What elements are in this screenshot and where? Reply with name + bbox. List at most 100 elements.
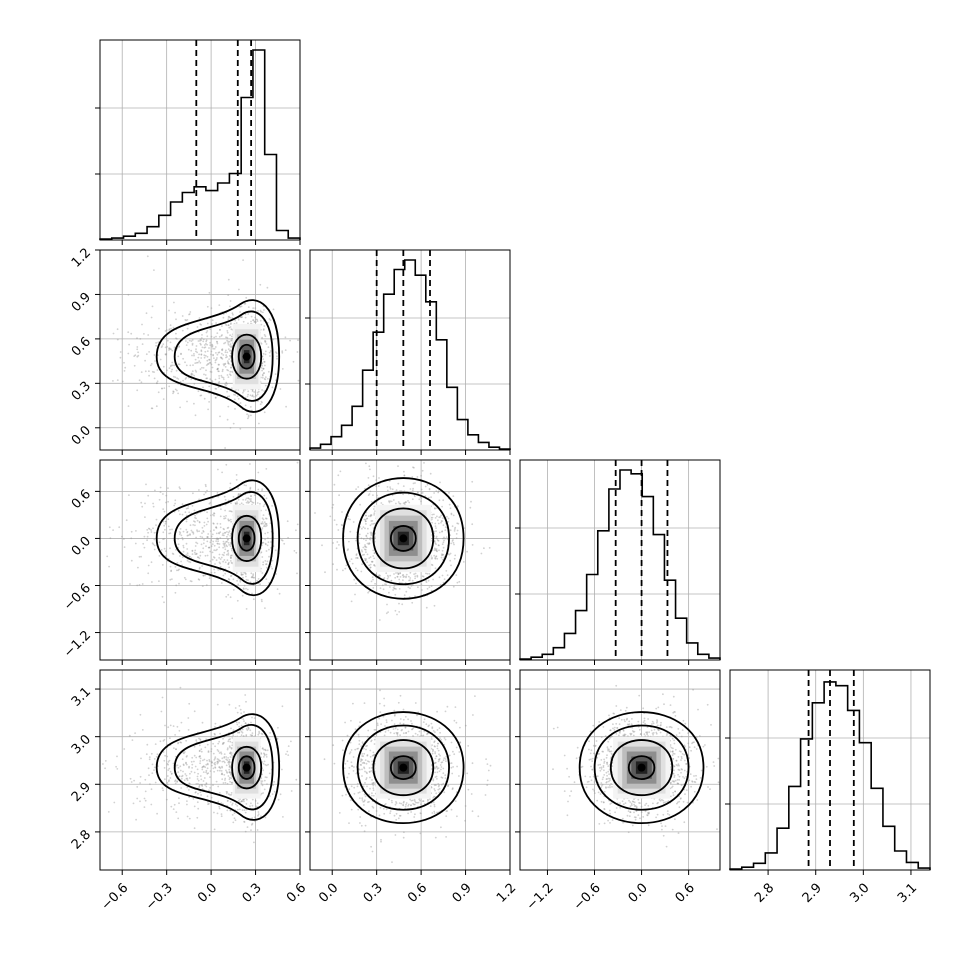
scatter-point <box>263 521 266 524</box>
scatter-point <box>223 753 226 755</box>
scatter-point <box>227 757 230 759</box>
scatter-point <box>194 545 197 547</box>
scatter-point <box>205 331 208 334</box>
scatter-point <box>182 550 185 553</box>
scatter-point <box>253 841 255 844</box>
scatter-point <box>266 566 268 569</box>
scatter-point <box>376 494 378 497</box>
scatter-point <box>171 364 174 367</box>
scatter-point <box>269 355 271 357</box>
scatter-point <box>332 563 334 566</box>
scatter-point <box>197 779 200 782</box>
scatter-point <box>255 318 258 321</box>
scatter-point <box>250 500 253 503</box>
scatter-point <box>188 702 191 705</box>
scatter-point <box>130 530 133 533</box>
scatter-point <box>420 492 423 494</box>
scatter-point <box>226 390 229 393</box>
scatter-point <box>156 812 159 815</box>
scatter-point <box>166 775 169 777</box>
scatter-point <box>236 711 239 714</box>
scatter-point <box>199 342 202 345</box>
scatter-point <box>196 768 199 771</box>
scatter-point <box>226 330 229 332</box>
scatter-point <box>199 338 202 341</box>
scatter-point <box>127 352 130 355</box>
scatter-point <box>240 574 243 576</box>
scatter-point <box>396 728 399 731</box>
scatter-point <box>275 379 277 382</box>
scatter-point <box>224 532 226 534</box>
scatter-point <box>214 387 217 390</box>
scatter-point <box>197 807 200 810</box>
scatter-point <box>432 578 434 581</box>
scatter-point <box>155 524 157 526</box>
scatter-point <box>220 582 223 584</box>
scatter-point <box>398 611 401 613</box>
scatter-point <box>371 523 373 525</box>
scatter-point <box>245 497 248 500</box>
scatter-point <box>268 555 270 558</box>
scatter-point <box>262 367 265 370</box>
scatter-point <box>177 538 180 540</box>
scatter-point <box>241 800 243 803</box>
scatter-point <box>200 337 203 339</box>
scatter-point <box>226 336 229 339</box>
scatter-point <box>210 307 213 309</box>
scatter-point <box>153 269 155 271</box>
scatter-point <box>179 528 182 530</box>
scatter-point <box>222 546 225 549</box>
scatter-point <box>209 501 212 504</box>
scatter-point <box>128 734 131 737</box>
scatter-point <box>471 544 474 546</box>
scatter-point <box>370 580 373 583</box>
scatter-point <box>222 554 225 557</box>
contour-line <box>155 299 281 413</box>
scatter-point <box>148 370 150 373</box>
scatter-point <box>193 353 195 355</box>
scatter-point <box>256 318 259 321</box>
scatter-point <box>229 801 232 803</box>
scatter-point <box>189 580 192 582</box>
scatter-point <box>130 537 133 540</box>
scatter-point <box>227 343 230 346</box>
scatter-point <box>210 750 213 753</box>
scatter-point <box>201 551 204 553</box>
scatter-point <box>205 377 208 380</box>
scatter-point <box>156 753 159 756</box>
scatter-point <box>190 340 193 342</box>
scatter-point <box>276 357 278 360</box>
contour-line <box>231 333 263 380</box>
scatter-point <box>229 545 232 547</box>
scatter-point <box>264 341 267 343</box>
scatter-point <box>228 340 231 343</box>
scatter-point <box>434 507 436 509</box>
scatter-point <box>166 339 169 342</box>
scatter-point <box>178 531 181 533</box>
scatter-point <box>169 724 172 727</box>
scatter-point <box>222 532 225 535</box>
scatter-point <box>190 374 193 376</box>
scatter-point <box>209 344 212 347</box>
scatter-point <box>237 498 240 501</box>
scatter-point <box>211 344 214 347</box>
scatter-point <box>216 357 218 359</box>
scatter-point <box>151 542 154 545</box>
scatter-point <box>216 332 219 334</box>
scatter-point <box>237 583 240 586</box>
scatter-point <box>418 498 421 501</box>
scatter-point <box>200 343 202 346</box>
scatter-point <box>164 522 167 525</box>
scatter-point <box>409 488 412 490</box>
scatter-point <box>204 746 207 749</box>
scatter-point <box>436 515 438 518</box>
scatter-point <box>214 745 217 748</box>
scatter-point <box>231 370 234 373</box>
scatter-point <box>237 493 240 495</box>
scatter-point <box>243 711 245 713</box>
scatter-point <box>163 759 166 762</box>
scatter-point <box>372 587 375 589</box>
scatter-point <box>370 560 373 563</box>
scatter-point <box>295 778 298 781</box>
scatter-point <box>416 476 419 478</box>
